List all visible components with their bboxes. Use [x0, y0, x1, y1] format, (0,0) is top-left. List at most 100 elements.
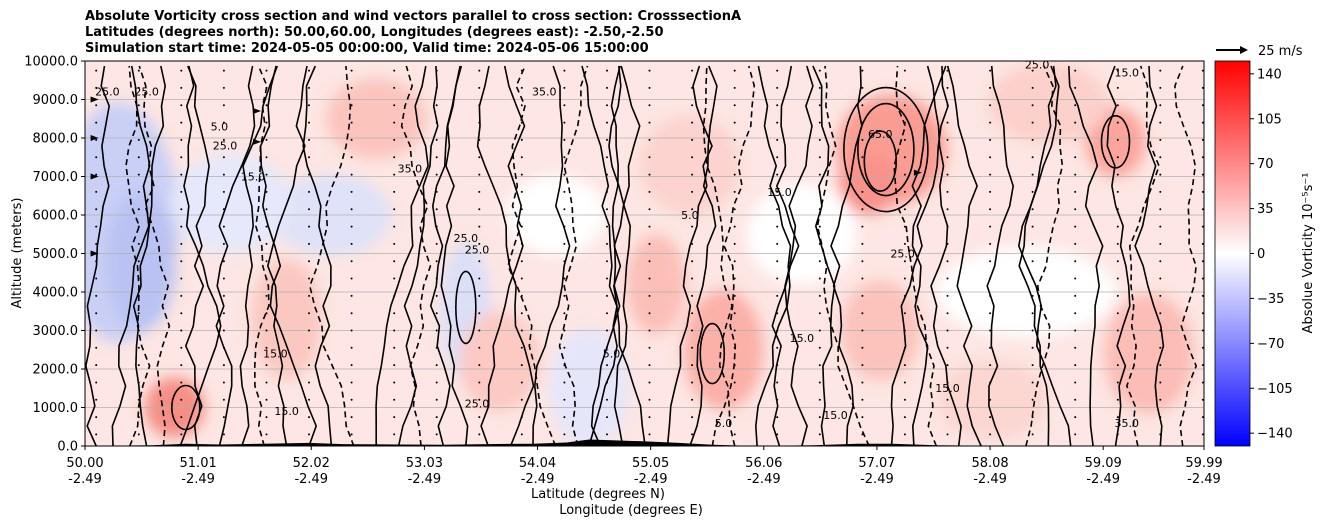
wind-vector-100 — [265, 225, 268, 228]
x-tick-lat-7: 57.07 — [858, 456, 895, 471]
wind-vector-444 — [946, 364, 949, 367]
field-patch-22 — [626, 234, 687, 335]
wind-vector-394 — [818, 86, 821, 89]
wind-vector-435 — [903, 138, 906, 141]
wind-vector-349 — [733, 104, 736, 107]
wind-vector-124 — [308, 190, 310, 193]
wind-vector-554 — [1159, 364, 1162, 367]
contour-line-8 — [239, 65, 279, 446]
contour-line-30 — [711, 65, 756, 446]
wind-vector-282 — [606, 121, 608, 124]
contour-line-10 — [266, 65, 308, 446]
wind-vector-112 — [308, 398, 310, 401]
contour-line-9 — [253, 65, 270, 446]
x-tick-lon-7: -2.49 — [860, 472, 894, 487]
wind-vector-74 — [222, 294, 225, 297]
wind-vector-10 — [95, 260, 98, 263]
wind-vector-64 — [180, 86, 183, 89]
contour-line-7 — [215, 65, 256, 446]
wind-vector-258 — [563, 156, 566, 159]
wind-vector-211 — [478, 208, 481, 211]
wind-vector-448 — [946, 294, 949, 297]
wind-vector-246 — [563, 364, 566, 367]
x-tick-lon-0: -2.49 — [68, 472, 102, 487]
wind-vector-339 — [733, 277, 736, 280]
wind-vector-67 — [222, 416, 225, 419]
contour-label-7: 35.0 — [532, 86, 557, 99]
wind-vector-464 — [989, 398, 992, 401]
wind-vector-524 — [1074, 121, 1077, 124]
contour-line-21 — [532, 65, 571, 446]
colorbar-ticks: 140 105 70 35 0 −35 −70 −105 −140 — [1250, 67, 1293, 442]
wind-vector-34 — [137, 225, 140, 228]
wind-vector-380 — [818, 329, 821, 332]
wind-vector-130 — [308, 86, 310, 89]
wind-vector-193 — [435, 138, 438, 141]
wind-vector-399 — [861, 381, 864, 384]
wind-vector-43 — [137, 69, 140, 72]
wind-vector-66 — [222, 433, 225, 436]
wind-vector-253 — [563, 242, 566, 245]
wind-vector-425 — [903, 312, 906, 315]
wind-vector-1 — [95, 416, 98, 419]
contour-label-1: 25.0 — [134, 86, 159, 99]
wind-vector-499 — [1031, 173, 1034, 176]
wind-vector-25 — [137, 381, 140, 384]
wind-vector-356 — [776, 364, 779, 367]
wind-vector-85 — [222, 104, 225, 107]
contour-loop-3 — [1100, 115, 1131, 169]
wind-vector-423 — [903, 346, 906, 349]
wind-vector-231 — [520, 242, 523, 245]
wind-vector-41 — [137, 104, 140, 107]
wind-vector-244 — [563, 398, 566, 401]
wind-vector-189 — [435, 208, 438, 211]
contour-line-51 — [1174, 65, 1198, 446]
contour-line-35 — [812, 65, 836, 446]
wind-vector-453 — [946, 208, 949, 211]
wind-vector-79 — [222, 208, 225, 211]
wind-vector-373 — [776, 69, 779, 72]
wind-vector-341 — [733, 242, 736, 245]
wind-vector-366 — [776, 190, 779, 193]
wind-vector-392 — [818, 121, 821, 124]
wind-vector-164 — [393, 260, 396, 263]
field-patch-18 — [988, 63, 1109, 144]
wind-vector-531 — [1116, 381, 1119, 384]
wind-vector-153 — [350, 69, 353, 72]
wind-vector-559 — [1159, 277, 1162, 280]
wind-vector-575 — [1201, 381, 1204, 384]
contour-line-47 — [1068, 65, 1104, 446]
wind-vector-346 — [733, 156, 736, 159]
wind-vector-310 — [691, 398, 694, 401]
wind-vector-518 — [1074, 225, 1077, 228]
wind-vector-242 — [563, 433, 566, 436]
wind-vector-414 — [861, 121, 864, 124]
wind-vector-250 — [563, 294, 566, 297]
wind-vector-463 — [989, 416, 992, 419]
wind-vector-118 — [308, 294, 310, 297]
wind-vector-489 — [1031, 346, 1034, 349]
wind-vector-406 — [861, 260, 864, 263]
contour-line-39 — [911, 65, 947, 446]
wind-vector-188 — [435, 225, 438, 228]
wind-vector-397 — [861, 416, 864, 419]
colorbar-tick-label-3: 35 — [1257, 202, 1274, 217]
wind-vector-223 — [520, 381, 523, 384]
contour-line-20 — [476, 65, 535, 446]
wind-vector-131 — [308, 69, 310, 72]
contour-label-20: 35.0 — [398, 163, 423, 176]
x-tick-lat-6: 56.06 — [745, 456, 782, 471]
wind-vector-436 — [903, 121, 906, 124]
wind-vector-359 — [776, 312, 779, 315]
wind-vector-29 — [137, 312, 140, 315]
chart-title-line-1: Absolute Vorticity cross section and win… — [85, 9, 742, 24]
wind-vector-396 — [861, 433, 864, 436]
wind-vector-149 — [350, 138, 353, 141]
wind-vector-506 — [1074, 433, 1077, 436]
wind-vector-197 — [435, 69, 438, 72]
contour-line-27 — [581, 65, 646, 446]
wind-vector-248 — [563, 329, 566, 332]
wind-vector-199 — [478, 416, 481, 419]
wind-vector-368 — [776, 156, 779, 159]
x-tick-lat-9: 59.09 — [1085, 456, 1122, 471]
